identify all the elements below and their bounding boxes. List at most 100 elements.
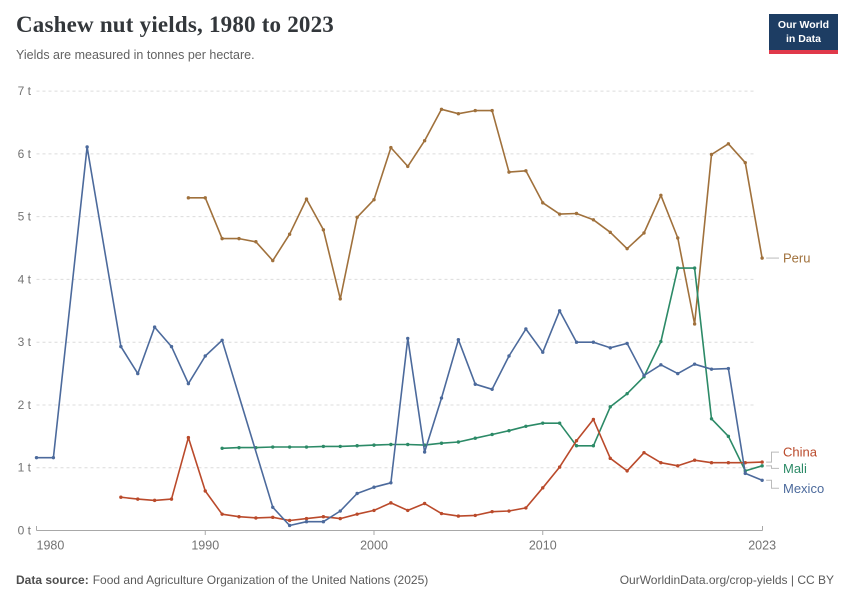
series-point-mexico (490, 387, 494, 391)
series-point-china (574, 439, 579, 443)
series-label-connector-mexico (766, 479, 779, 489)
series-point-mali (304, 445, 309, 449)
series-point-peru (237, 236, 241, 241)
series-point-mexico (574, 340, 579, 344)
series-point-mexico (355, 491, 359, 496)
series-point-mexico (760, 478, 764, 482)
series-point-china (726, 461, 731, 465)
series-point-china (692, 458, 697, 462)
page-title: Cashew nut yields, 1980 to 2023 (16, 12, 335, 37)
series-point-mexico (372, 485, 376, 489)
series-point-mali (574, 444, 579, 448)
series-point-mali (389, 442, 393, 447)
series-point-peru (406, 164, 410, 169)
series-point-mali (439, 441, 444, 445)
series-point-mali (692, 266, 697, 270)
series-end-label-mali: Mali (783, 461, 807, 476)
series-point-mexico (524, 327, 528, 331)
series-point-mexico (642, 373, 646, 378)
series-point-mexico (220, 338, 224, 343)
series-point-china (321, 514, 326, 519)
footer-link[interactable]: OurWorldinData.org/crop-yields | CC BY (619, 573, 834, 587)
series-point-peru (254, 240, 258, 244)
series-point-mali (321, 444, 326, 449)
series-point-mexico (287, 523, 292, 528)
series-point-peru (186, 196, 191, 200)
series-point-china (642, 450, 646, 455)
series-point-mali (287, 445, 292, 449)
series-point-peru (574, 211, 579, 216)
y-tick-label: 2 t (18, 398, 32, 412)
series-point-mali (557, 421, 562, 425)
y-tick-label: 0 t (18, 524, 32, 538)
series-point-mali (473, 436, 477, 440)
series-point-china (271, 515, 275, 520)
x-tick-label: 2023 (748, 539, 776, 553)
series-point-china (625, 469, 629, 473)
x-tick-label: 2000 (360, 539, 388, 553)
series-point-mali (608, 405, 612, 409)
series-point-peru (591, 218, 596, 222)
series-point-china (372, 508, 376, 513)
series-point-peru (642, 231, 646, 235)
owid-logo: Our World in Data (769, 14, 838, 55)
series-point-mali (726, 434, 731, 439)
series-point-mexico (541, 350, 545, 354)
series-point-china (541, 486, 545, 490)
series-point-mali (372, 443, 376, 447)
series-line-mexico (35, 146, 763, 527)
series-point-peru (743, 160, 747, 165)
series-point-mexico (119, 344, 123, 349)
series-point-china (119, 495, 123, 499)
series-point-peru (608, 230, 612, 235)
series-point-china (152, 498, 157, 503)
series-point-china (439, 511, 444, 516)
series-point-peru (625, 246, 629, 251)
series-point-mali (625, 391, 629, 396)
series-point-peru (726, 142, 731, 146)
series-point-mali (709, 417, 714, 421)
series-point-mexico (608, 346, 612, 350)
series-point-china (338, 516, 342, 521)
series-point-mali (271, 445, 275, 449)
series-point-mexico (51, 455, 56, 460)
owid-logo-line1: Our World (777, 19, 830, 31)
data-source: Data source: Food and Agriculture Organiz… (16, 573, 428, 587)
series-point-peru (439, 107, 444, 112)
series-point-mali (659, 339, 663, 344)
series-point-mali (490, 432, 494, 437)
series-point-peru (473, 108, 477, 113)
y-tick-label: 6 t (18, 147, 32, 161)
series-point-peru (389, 145, 393, 150)
series-point-mexico (271, 505, 275, 509)
series-point-mexico (136, 371, 140, 376)
series-point-china (287, 518, 292, 523)
series-point-mexico (169, 344, 174, 349)
series-point-mexico (726, 366, 731, 371)
series-point-mexico (422, 450, 427, 454)
x-tick-label: 2010 (529, 539, 557, 553)
series-point-china (186, 435, 191, 440)
series-point-china (355, 512, 359, 516)
series-end-label-china: China (783, 445, 818, 460)
series-point-peru (760, 256, 764, 260)
series-point-mali (541, 421, 545, 425)
series-point-china (676, 464, 680, 468)
series-end-label-peru: Peru (783, 251, 810, 266)
series-point-mexico (676, 371, 680, 376)
series-point-peru (709, 152, 714, 157)
series-point-china (608, 456, 612, 461)
series-point-mexico (321, 520, 326, 524)
series-point-china (406, 508, 410, 513)
series-point-peru (692, 322, 697, 326)
series-point-peru (220, 236, 224, 241)
series-point-mali (220, 446, 224, 450)
x-tick-label: 1980 (37, 539, 65, 553)
series-point-mexico (85, 145, 89, 149)
series-point-mexico (439, 396, 444, 400)
series-point-china (136, 497, 140, 501)
series-point-mali (456, 440, 461, 444)
series-point-mali (355, 444, 359, 448)
series-point-peru (676, 236, 680, 240)
series-point-china (507, 509, 511, 513)
